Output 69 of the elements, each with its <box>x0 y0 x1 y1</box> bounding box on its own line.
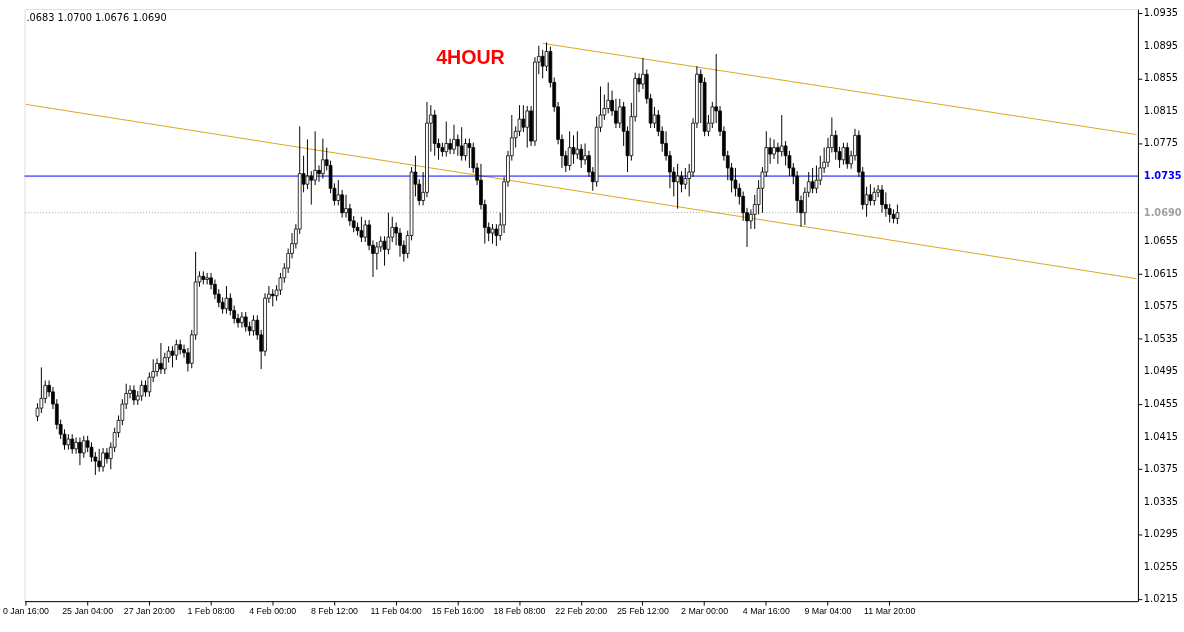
x-tick-label: 27 Jan 20:00 <box>123 606 175 617</box>
candlestick <box>494 223 499 247</box>
y-tick-label: 1.0655 <box>1143 235 1179 247</box>
candlestick <box>105 447 109 465</box>
candlestick <box>810 167 815 194</box>
annotation: 4HOUR <box>436 46 505 69</box>
candlestick <box>448 138 452 155</box>
candlestick <box>97 448 102 473</box>
candlestick <box>309 170 314 206</box>
x-tick-label: 25 Jan 04:00 <box>62 606 114 617</box>
candlestick <box>101 447 105 473</box>
y-tick-label: 1.0375 <box>1143 463 1179 475</box>
y-tick-label: 1.0215 <box>1143 593 1179 605</box>
candlestick <box>344 194 348 219</box>
x-tick-label: 1 Feb 08:00 <box>187 606 235 617</box>
y-tick-label: 1.0415 <box>1143 430 1179 442</box>
candlestick <box>521 104 526 133</box>
candlestick <box>490 223 495 245</box>
x-tick-label: 22 Feb 20:00 <box>555 606 608 617</box>
y-tick-label: 1.0295 <box>1143 528 1179 540</box>
x-tick-label: 25 Feb 12:00 <box>616 606 669 617</box>
candlestick <box>575 130 580 160</box>
candlestick <box>70 433 75 455</box>
y-tick-label: 1.0575 <box>1143 300 1179 312</box>
ref-line-label: 1.0735 <box>1143 170 1182 182</box>
candlestick <box>321 138 325 179</box>
candlestick <box>467 138 472 169</box>
candlestick <box>132 384 136 406</box>
candlestick <box>880 184 884 214</box>
candlestick <box>444 121 449 158</box>
candlestick <box>675 163 680 210</box>
x-tick-label: 2 Mar 00:00 <box>681 606 729 617</box>
ref-line-label: 1.0690 <box>1143 206 1182 218</box>
candlestick <box>452 124 456 155</box>
y-tick-label: 1.0815 <box>1143 104 1179 116</box>
candlestick <box>243 311 248 333</box>
y-tick-label: 1.0935 <box>1143 7 1179 19</box>
x-tick-label: 15 Feb 16:00 <box>431 606 484 617</box>
y-tick-label: 1.0855 <box>1143 72 1179 84</box>
x-tick-label: 8 Feb 12:00 <box>310 606 359 617</box>
y-tick-label: 1.0455 <box>1143 398 1179 410</box>
candlestick <box>683 167 688 190</box>
y-tick-label: 1.0255 <box>1143 560 1179 572</box>
y-tick-label: 1.0535 <box>1143 332 1179 344</box>
y-tick-label: 1.0895 <box>1143 39 1179 51</box>
y-tick-label: 1.0495 <box>1143 365 1179 377</box>
y-tick-label: 1.0775 <box>1143 137 1179 149</box>
candlestick <box>571 134 576 165</box>
candlestick <box>776 142 780 165</box>
candlestick <box>841 142 846 166</box>
y-tick-label: 1.0615 <box>1143 267 1179 279</box>
x-tick-label: 9 Mar 04:00 <box>804 606 852 617</box>
candlestick <box>78 436 82 466</box>
annotation: .0683 1.0700 1.0676 1.0690 <box>26 11 167 23</box>
candlestick <box>617 98 622 129</box>
candlestick <box>887 203 892 223</box>
y-tick-label: 1.0335 <box>1143 495 1179 507</box>
x-tick-label: 18 Feb 08:00 <box>493 606 546 617</box>
candlestick <box>567 130 572 171</box>
candlestick <box>240 311 244 329</box>
x-tick-label: 11 Mar 20:00 <box>864 606 916 617</box>
candlestick <box>363 219 368 243</box>
candlestick <box>159 342 163 375</box>
x-tick-label: 11 Feb 04:00 <box>370 606 422 617</box>
candlestick <box>772 138 776 160</box>
candlestick <box>74 436 78 455</box>
x-tick-label: 4 Mar 16:00 <box>742 606 790 617</box>
x-tick-label: 4 Feb 00:00 <box>249 606 297 617</box>
x-tick-label: 0 Jan 16:00 <box>2 606 50 617</box>
